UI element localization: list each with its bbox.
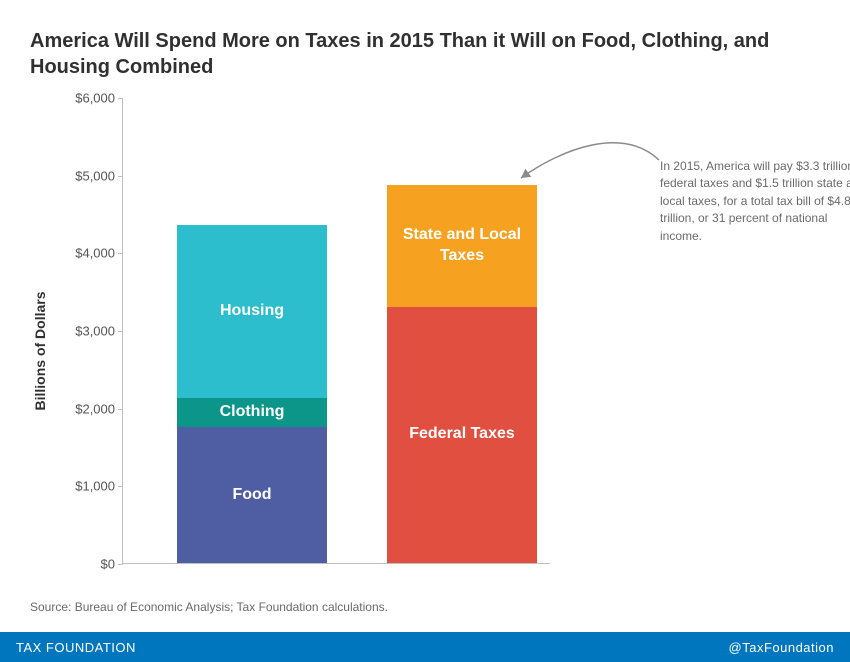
y-tick-label: $0 [101,557,115,572]
segment: Federal Taxes [387,307,537,563]
footer-handle: @TaxFoundation [729,640,834,655]
source-text: Source: Bureau of Economic Analysis; Tax… [30,600,388,614]
y-tick-label: $4,000 [75,246,115,261]
y-tick-mark [118,176,123,177]
bar-taxes: Federal TaxesState and Local Taxes [387,185,537,563]
y-tick-mark [118,409,123,410]
footer-bar: TAX FOUNDATION @TaxFoundation [0,632,850,662]
y-axis-title: Billions of Dollars [32,291,48,410]
footer-brand: TAX FOUNDATION [16,640,136,655]
y-tick-label: $6,000 [75,91,115,106]
segment: Food [177,427,327,563]
plot: $0$1,000$2,000$3,000$4,000$5,000$6,000Fo… [122,98,550,564]
segment: Clothing [177,398,327,427]
y-tick-label: $5,000 [75,168,115,183]
y-tick-mark [118,331,123,332]
y-tick-mark [118,486,123,487]
y-tick-label: $2,000 [75,401,115,416]
bar-spending: FoodClothingHousing [177,225,327,563]
chart-title: America Will Spend More on Taxes in 2015… [30,28,820,80]
y-tick-label: $3,000 [75,324,115,339]
segment: Housing [177,225,327,398]
y-tick-mark [118,253,123,254]
segment: State and Local Taxes [387,185,537,307]
y-tick-label: $1,000 [75,479,115,494]
y-tick-mark [118,98,123,99]
y-tick-mark [118,564,123,565]
annotation-text: In 2015, America will pay $3.3 trillion … [660,158,850,245]
chart-area: Billions of Dollars $0$1,000$2,000$3,000… [54,98,820,588]
